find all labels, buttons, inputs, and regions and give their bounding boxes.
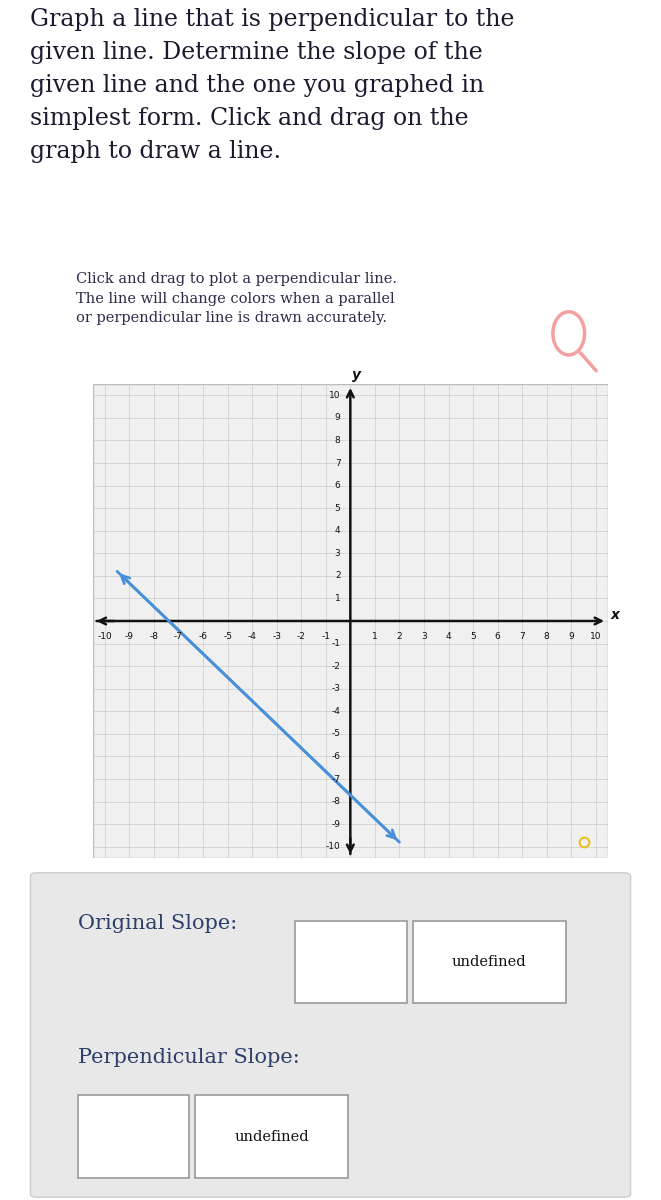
Text: x: x [611, 608, 619, 623]
FancyBboxPatch shape [30, 872, 631, 1198]
Text: 3: 3 [334, 548, 340, 558]
Text: Click and drag to plot a perpendicular line.
The line will change colors when a : Click and drag to plot a perpendicular l… [76, 272, 397, 325]
Text: 4: 4 [335, 527, 340, 535]
FancyBboxPatch shape [295, 920, 407, 1003]
FancyBboxPatch shape [413, 920, 566, 1003]
FancyBboxPatch shape [77, 1096, 189, 1178]
Text: 5: 5 [470, 632, 476, 641]
Text: -9: -9 [332, 820, 340, 829]
Text: 7: 7 [520, 632, 525, 641]
Text: 8: 8 [334, 436, 340, 445]
Text: 6: 6 [334, 481, 340, 490]
Text: 10: 10 [329, 391, 340, 400]
Text: 8: 8 [544, 632, 549, 641]
Text: -8: -8 [332, 797, 340, 806]
Text: -6: -6 [198, 632, 208, 641]
Text: -3: -3 [272, 632, 281, 641]
Text: 6: 6 [495, 632, 500, 641]
Text: 3: 3 [421, 632, 427, 641]
Text: 2: 2 [397, 632, 403, 641]
Text: 1: 1 [372, 632, 377, 641]
Text: undefined: undefined [235, 1129, 309, 1144]
Text: -4: -4 [248, 632, 256, 641]
Text: -7: -7 [174, 632, 183, 641]
Text: 10: 10 [590, 632, 602, 641]
Text: -1: -1 [321, 632, 330, 641]
Text: 5: 5 [334, 504, 340, 512]
Text: -1: -1 [332, 640, 340, 648]
Text: -4: -4 [332, 707, 340, 715]
Text: 7: 7 [334, 458, 340, 468]
Text: Original Slope:: Original Slope: [77, 914, 237, 934]
Text: undefined: undefined [452, 955, 527, 968]
Text: -6: -6 [332, 752, 340, 761]
Text: 4: 4 [446, 632, 451, 641]
Text: Perpendicular Slope:: Perpendicular Slope: [77, 1048, 299, 1067]
Text: 9: 9 [334, 413, 340, 422]
Text: y: y [352, 367, 361, 382]
Text: -5: -5 [223, 632, 232, 641]
FancyBboxPatch shape [195, 1096, 348, 1178]
Text: -7: -7 [332, 774, 340, 784]
Text: -9: -9 [125, 632, 134, 641]
Text: 2: 2 [335, 571, 340, 581]
Text: -8: -8 [149, 632, 159, 641]
Text: 1: 1 [334, 594, 340, 602]
Text: -3: -3 [332, 684, 340, 694]
Text: -2: -2 [297, 632, 305, 641]
Text: Graph a line that is perpendicular to the
given line. Determine the slope of the: Graph a line that is perpendicular to th… [30, 8, 514, 163]
Text: -10: -10 [97, 632, 112, 641]
Text: -5: -5 [332, 730, 340, 738]
Text: -2: -2 [332, 661, 340, 671]
Text: -10: -10 [326, 842, 340, 851]
Text: 9: 9 [568, 632, 574, 641]
